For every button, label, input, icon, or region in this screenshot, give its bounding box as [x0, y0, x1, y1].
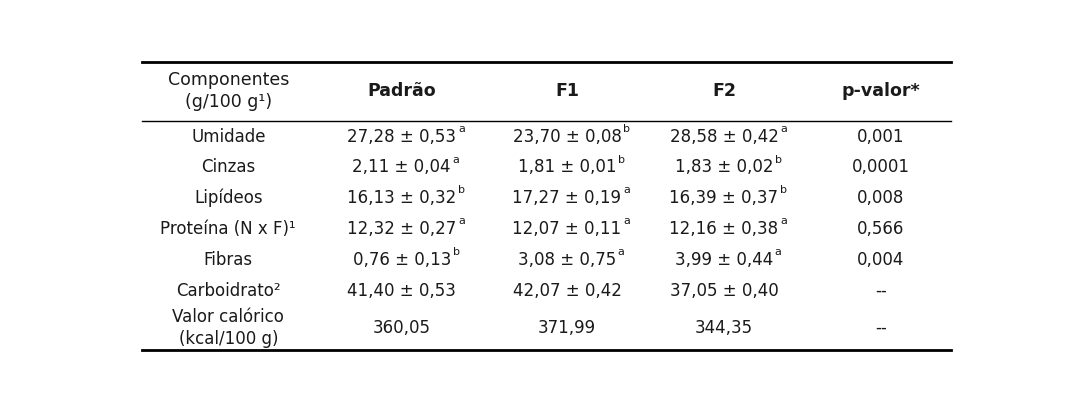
- Text: Valor calórico
(kcal/100 g): Valor calórico (kcal/100 g): [173, 308, 285, 348]
- Text: 1,81 ± 0,01: 1,81 ± 0,01: [518, 158, 616, 176]
- Text: --: --: [875, 282, 887, 299]
- Text: 360,05: 360,05: [373, 319, 431, 337]
- Text: 0,004: 0,004: [857, 251, 905, 269]
- Text: Umidade: Umidade: [191, 128, 265, 146]
- Text: p-valor*: p-valor*: [841, 82, 920, 100]
- Text: 2,11 ± 0,04: 2,11 ± 0,04: [353, 158, 451, 176]
- Text: 12,32 ± 0,27: 12,32 ± 0,27: [348, 220, 456, 238]
- Text: 42,07 ± 0,42: 42,07 ± 0,42: [513, 282, 621, 299]
- Text: Lipídeos: Lipídeos: [194, 189, 262, 207]
- Text: b: b: [780, 185, 787, 195]
- Text: 12,07 ± 0,11: 12,07 ± 0,11: [513, 220, 621, 238]
- Text: a: a: [780, 124, 787, 134]
- Text: 1,83 ± 0,02: 1,83 ± 0,02: [675, 158, 773, 176]
- Text: 41,40 ± 0,53: 41,40 ± 0,53: [348, 282, 456, 299]
- Text: b: b: [618, 155, 625, 164]
- Text: 371,99: 371,99: [538, 319, 596, 337]
- Text: Fibras: Fibras: [204, 251, 253, 269]
- Text: a: a: [458, 216, 465, 226]
- Text: Proteína (N x F)¹: Proteína (N x F)¹: [161, 220, 296, 238]
- Text: 27,28 ± 0,53: 27,28 ± 0,53: [348, 128, 456, 146]
- Text: a: a: [775, 247, 781, 257]
- Text: a: a: [624, 216, 630, 226]
- Text: 0,008: 0,008: [857, 189, 905, 207]
- Text: F2: F2: [712, 82, 736, 100]
- Text: b: b: [458, 185, 465, 195]
- Text: 0,76 ± 0,13: 0,76 ± 0,13: [353, 251, 451, 269]
- Text: a: a: [624, 185, 630, 195]
- Text: Cinzas: Cinzas: [201, 158, 256, 176]
- Text: a: a: [458, 124, 465, 134]
- Text: a: a: [618, 247, 625, 257]
- Text: 344,35: 344,35: [695, 319, 753, 337]
- Text: 3,08 ± 0,75: 3,08 ± 0,75: [518, 251, 616, 269]
- Text: --: --: [875, 319, 887, 337]
- Text: 23,70 ± 0,08: 23,70 ± 0,08: [513, 128, 621, 146]
- Text: b: b: [775, 155, 781, 164]
- Text: 16,39 ± 0,37: 16,39 ± 0,37: [669, 189, 778, 207]
- Text: 17,27 ± 0,19: 17,27 ± 0,19: [513, 189, 621, 207]
- Text: 0,566: 0,566: [857, 220, 905, 238]
- Text: 28,58 ± 0,42: 28,58 ± 0,42: [669, 128, 778, 146]
- Text: 3,99 ± 0,44: 3,99 ± 0,44: [675, 251, 773, 269]
- Text: a: a: [453, 155, 459, 164]
- Text: F1: F1: [555, 82, 579, 100]
- Text: 16,13 ± 0,32: 16,13 ± 0,32: [348, 189, 456, 207]
- Text: 0,0001: 0,0001: [852, 158, 910, 176]
- Text: b: b: [623, 124, 630, 134]
- Text: Padrão: Padrão: [368, 82, 436, 100]
- Text: 37,05 ± 0,40: 37,05 ± 0,40: [669, 282, 778, 299]
- Text: 0,001: 0,001: [857, 128, 905, 146]
- Text: Componentes
(g/100 g¹): Componentes (g/100 g¹): [167, 71, 289, 111]
- Text: a: a: [780, 216, 787, 226]
- Text: Carboidrato²: Carboidrato²: [176, 282, 280, 299]
- Text: 12,16 ± 0,38: 12,16 ± 0,38: [669, 220, 778, 238]
- Text: b: b: [453, 247, 459, 257]
